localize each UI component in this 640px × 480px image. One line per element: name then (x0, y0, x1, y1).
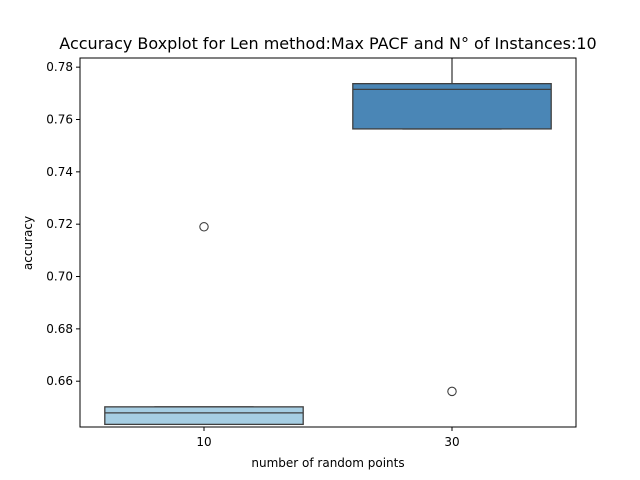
x-tick-label-10: 10 (196, 435, 211, 449)
y-tick-label-0.72: 0.72 (46, 217, 73, 231)
y-axis: 0.66 0.68 0.70 0.72 0.74 0.76 0.78 (46, 60, 80, 388)
y-tick-label-0.76: 0.76 (46, 113, 73, 127)
plot-frame (79, 57, 577, 428)
x-tick-label-30: 30 (444, 435, 459, 449)
y-tick-label-0.74: 0.74 (46, 165, 73, 179)
y-tick-label-0.78: 0.78 (46, 60, 73, 74)
boxes-group (104, 58, 552, 426)
outlier-30-0 (447, 386, 457, 397)
box-10 (104, 406, 304, 426)
plot-area (79, 57, 577, 428)
x-axis: 10 30 (196, 427, 460, 449)
x-axis-label: number of random points (251, 456, 404, 470)
chart-title: Accuracy Boxplot for Len method:Max PACF… (59, 34, 596, 53)
box-30 (352, 82, 552, 130)
y-axis-label: accuracy (21, 216, 35, 270)
y-tick-label-0.66: 0.66 (46, 374, 73, 388)
y-tick-label-0.68: 0.68 (46, 322, 73, 336)
outlier-10-0 (199, 222, 209, 232)
y-tick-label-0.70: 0.70 (46, 270, 73, 284)
